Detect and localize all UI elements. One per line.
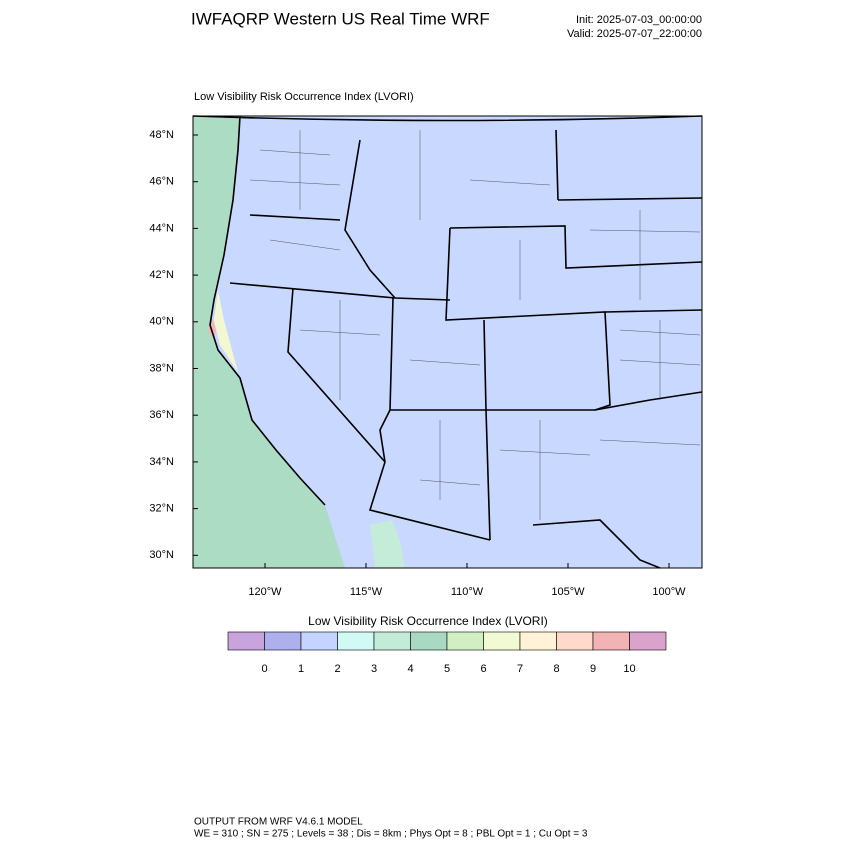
color-box	[300, 631, 338, 651]
lat-label: 48°N	[149, 129, 174, 141]
footer-line: WE = 310 ; SN = 275 ; Levels = 38 ; Dis …	[194, 829, 588, 840]
colorbar-label: 1	[298, 663, 304, 675]
baja-area	[370, 520, 405, 568]
colorbar-title: Low Visibility Risk Occurrence Index (LV…	[308, 614, 548, 628]
colorbar-label: 4	[407, 663, 413, 675]
lon-label: 110°W	[451, 586, 484, 598]
colorbar-label: 0	[261, 663, 267, 675]
color-box	[373, 631, 411, 651]
footer-line: OUTPUT FROM WRF V4.6.1 MODEL	[194, 817, 363, 828]
title: IWFAQRP Western US Real Time WRF	[191, 9, 490, 28]
colorbar-label: 2	[334, 663, 340, 675]
lon-label: 115°W	[350, 586, 383, 598]
colorbar-label: 8	[553, 663, 559, 675]
lat-label: 40°N	[149, 316, 174, 328]
color-box	[556, 631, 594, 651]
colorbar-label: 6	[480, 663, 486, 675]
colorbar-label: 9	[590, 663, 596, 675]
color-box	[629, 631, 667, 651]
lon-label: 105°W	[551, 586, 585, 598]
lat-label: 34°N	[149, 456, 174, 468]
lon-label: 120°W	[248, 586, 282, 598]
map-subtitle: Low Visibility Risk Occurrence Index (LV…	[194, 91, 414, 103]
map	[192, 115, 703, 569]
color-box	[410, 631, 448, 651]
county-borders	[249, 130, 701, 520]
colorbar-label: 10	[623, 663, 635, 675]
lon-label: 100°W	[652, 586, 686, 598]
colorbar-label: 7	[517, 663, 523, 675]
color-box	[446, 631, 484, 651]
state-borders	[192, 115, 703, 569]
color-box	[483, 631, 521, 651]
color-box	[227, 631, 265, 651]
lat-label: 42°N	[149, 269, 174, 281]
lon-labels: 120°W 115°W 110°W 105°W 100°W	[248, 563, 686, 598]
lat-label: 44°N	[149, 222, 174, 234]
colorbar: 0 1 2 3 4 5 6 7 8 9 10	[227, 631, 667, 675]
color-box	[592, 631, 630, 651]
color-box	[264, 631, 302, 651]
color-box	[337, 631, 375, 651]
colorbar-label: 5	[444, 663, 450, 675]
lat-label: 32°N	[149, 503, 174, 515]
color-box	[519, 631, 557, 651]
coastal-high	[214, 290, 238, 372]
lat-label: 38°N	[149, 362, 174, 374]
init-time: Init: 2025-07-03_00:00:00	[576, 14, 702, 26]
ocean-area	[193, 116, 345, 568]
lat-labels: 48°N 46°N 44°N 42°N 40°N 38°N 36°N 34°N 32°N 30°N	[149, 129, 198, 561]
lat-label: 30°N	[149, 549, 174, 561]
lat-label: 46°N	[149, 176, 174, 188]
lat-label: 36°N	[149, 409, 174, 421]
valid-time: Valid: 2025-07-07_22:00:00	[567, 28, 702, 40]
colorbar-label: 3	[371, 663, 377, 675]
map-frame	[192, 115, 703, 569]
